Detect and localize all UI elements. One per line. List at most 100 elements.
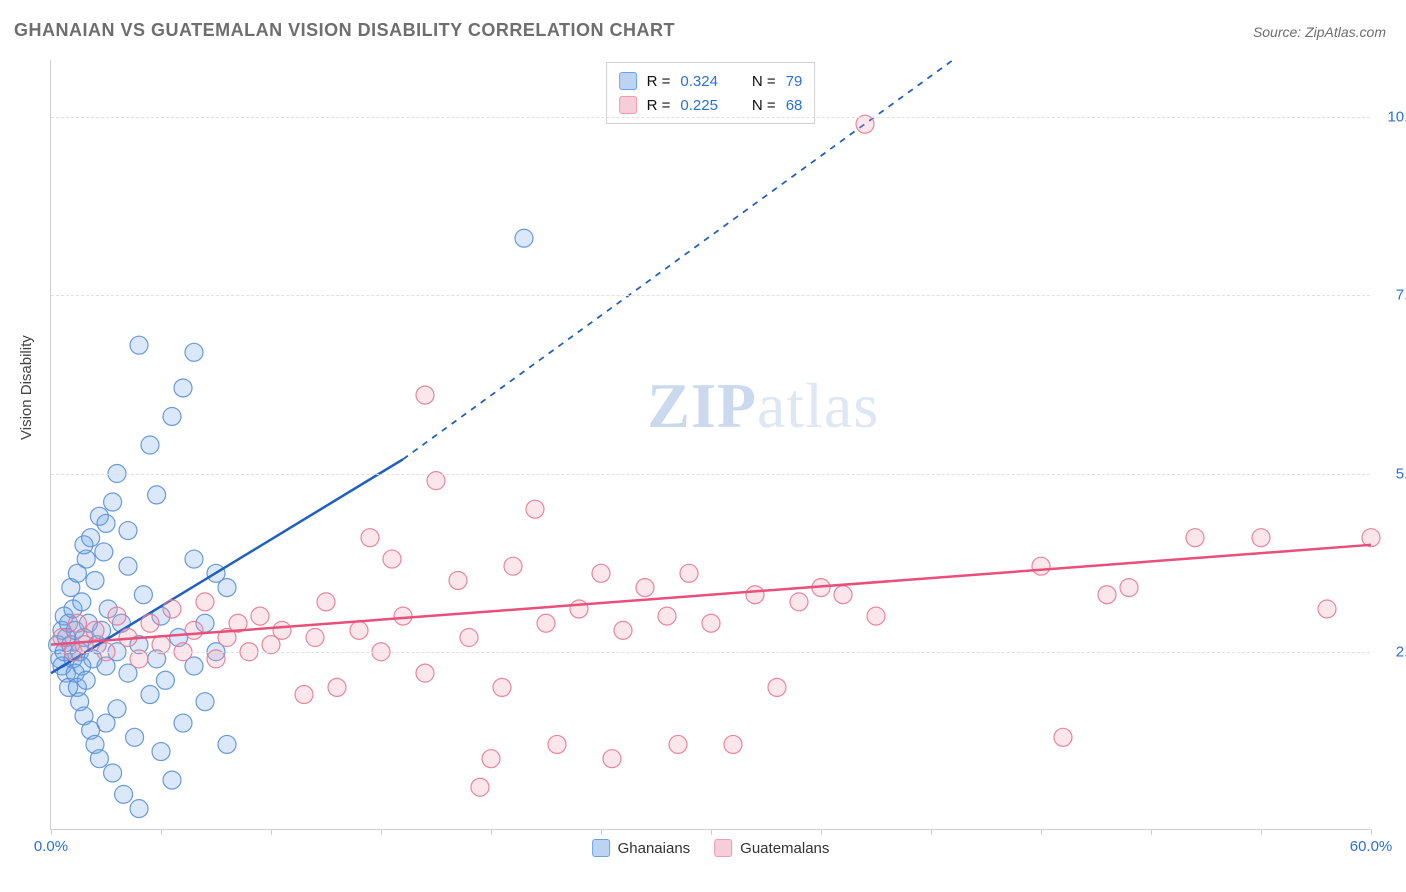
scatter-point	[115, 785, 133, 803]
x-tick-mark	[1041, 829, 1042, 835]
scatter-point	[1054, 728, 1072, 746]
scatter-point	[77, 671, 95, 689]
scatter-point	[636, 579, 654, 597]
scatter-point	[1186, 529, 1204, 547]
scatter-point	[1032, 557, 1050, 575]
chart-svg	[51, 60, 1370, 829]
x-tick-mark	[491, 829, 492, 835]
scatter-point	[570, 600, 588, 618]
x-tick-mark	[271, 829, 272, 835]
scatter-point	[185, 550, 203, 568]
scatter-point	[537, 614, 555, 632]
gridline-h	[51, 474, 1370, 475]
x-tick-mark	[1151, 829, 1152, 835]
scatter-point	[273, 621, 291, 639]
scatter-point	[185, 343, 203, 361]
x-tick-mark	[931, 829, 932, 835]
scatter-point	[126, 728, 144, 746]
scatter-point	[702, 614, 720, 632]
legend-stats: R = 0.324N = 79R = 0.225N = 68	[606, 62, 816, 124]
scatter-point	[1252, 529, 1270, 547]
scatter-point	[95, 543, 113, 561]
scatter-point	[97, 514, 115, 532]
r-label: R =	[647, 97, 671, 114]
scatter-point	[86, 571, 104, 589]
scatter-point	[614, 621, 632, 639]
legend-series: Ghanaians Guatemalans	[592, 839, 830, 857]
n-label: N =	[752, 73, 776, 90]
legend-series-item: Guatemalans	[714, 839, 829, 857]
scatter-point	[108, 607, 126, 625]
scatter-point	[73, 593, 91, 611]
scatter-point	[1120, 579, 1138, 597]
scatter-point	[669, 735, 687, 753]
scatter-point	[592, 564, 610, 582]
scatter-point	[104, 493, 122, 511]
scatter-point	[317, 593, 335, 611]
scatter-point	[141, 686, 159, 704]
r-label: R =	[647, 73, 671, 90]
scatter-point	[658, 607, 676, 625]
scatter-point	[768, 678, 786, 696]
scatter-point	[548, 735, 566, 753]
x-tick-mark	[161, 829, 162, 835]
scatter-point	[746, 586, 764, 604]
scatter-point	[141, 436, 159, 454]
scatter-point	[196, 593, 214, 611]
scatter-point	[1098, 586, 1116, 604]
x-tick-mark	[381, 829, 382, 835]
n-value: 68	[786, 97, 803, 114]
r-value: 0.225	[680, 97, 718, 114]
scatter-point	[185, 621, 203, 639]
r-value: 0.324	[680, 73, 718, 90]
legend-series-name: Ghanaians	[618, 840, 691, 857]
scatter-point	[1362, 529, 1380, 547]
x-tick-mark	[711, 829, 712, 835]
y-tick-label: 10.0%	[1380, 109, 1406, 126]
scatter-point	[449, 571, 467, 589]
scatter-point	[119, 522, 137, 540]
chart-container: GHANAIAN VS GUATEMALAN VISION DISABILITY…	[0, 0, 1406, 892]
scatter-point	[68, 614, 86, 632]
scatter-point	[134, 586, 152, 604]
scatter-point	[504, 557, 522, 575]
scatter-point	[460, 629, 478, 647]
scatter-point	[90, 750, 108, 768]
x-tick-mark	[1371, 829, 1372, 835]
scatter-point	[471, 778, 489, 796]
chart-title: GHANAIAN VS GUATEMALAN VISION DISABILITY…	[14, 20, 675, 41]
scatter-point	[104, 764, 122, 782]
scatter-point	[130, 336, 148, 354]
gridline-h	[51, 295, 1370, 296]
scatter-point	[482, 750, 500, 768]
scatter-point	[163, 771, 181, 789]
scatter-point	[75, 536, 93, 554]
scatter-point	[383, 550, 401, 568]
scatter-point	[152, 743, 170, 761]
legend-swatch	[619, 96, 637, 114]
n-label: N =	[752, 97, 776, 114]
x-tick-mark	[1261, 829, 1262, 835]
legend-series-name: Guatemalans	[740, 840, 829, 857]
y-tick-label: 2.5%	[1380, 643, 1406, 660]
legend-swatch	[714, 839, 732, 857]
scatter-point	[148, 486, 166, 504]
legend-stat-row: R = 0.225 N = 68	[619, 93, 803, 117]
scatter-point	[156, 671, 174, 689]
y-tick-label: 5.0%	[1380, 465, 1406, 482]
x-tick-mark	[601, 829, 602, 835]
scatter-point	[306, 629, 324, 647]
plot-area: ZIPatlas R = 0.324N = 79R = 0.225N = 68 …	[50, 60, 1370, 830]
scatter-point	[86, 621, 104, 639]
scatter-point	[141, 614, 159, 632]
scatter-point	[218, 735, 236, 753]
scatter-point	[724, 735, 742, 753]
scatter-point	[867, 607, 885, 625]
legend-series-item: Ghanaians	[592, 839, 691, 857]
scatter-point	[108, 700, 126, 718]
source-attribution: Source: ZipAtlas.com	[1253, 24, 1386, 40]
scatter-point	[603, 750, 621, 768]
scatter-point	[174, 714, 192, 732]
x-tick-mark	[821, 829, 822, 835]
scatter-point	[119, 557, 137, 575]
